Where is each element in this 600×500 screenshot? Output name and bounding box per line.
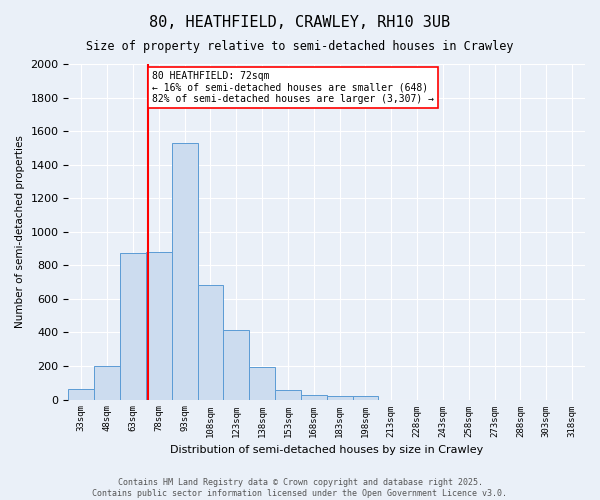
Text: 80, HEATHFIELD, CRAWLEY, RH10 3UB: 80, HEATHFIELD, CRAWLEY, RH10 3UB	[149, 15, 451, 30]
Bar	[327, 396, 353, 400]
Bar	[275, 390, 301, 400]
X-axis label: Distribution of semi-detached houses by size in Crawley: Distribution of semi-detached houses by …	[170, 445, 484, 455]
Bar	[146, 252, 172, 400]
Bar	[94, 366, 120, 400]
Bar	[223, 330, 249, 400]
Bar	[68, 388, 94, 400]
Text: Contains HM Land Registry data © Crown copyright and database right 2025.
Contai: Contains HM Land Registry data © Crown c…	[92, 478, 508, 498]
Bar	[197, 286, 223, 400]
Bar	[249, 367, 275, 400]
Bar	[172, 143, 197, 400]
Bar	[353, 396, 379, 400]
Bar	[120, 253, 146, 400]
Text: Size of property relative to semi-detached houses in Crawley: Size of property relative to semi-detach…	[86, 40, 514, 53]
Text: 80 HEATHFIELD: 72sqm
← 16% of semi-detached houses are smaller (648)
82% of semi: 80 HEATHFIELD: 72sqm ← 16% of semi-detac…	[152, 70, 434, 104]
Bar	[301, 396, 327, 400]
Y-axis label: Number of semi-detached properties: Number of semi-detached properties	[15, 136, 25, 328]
